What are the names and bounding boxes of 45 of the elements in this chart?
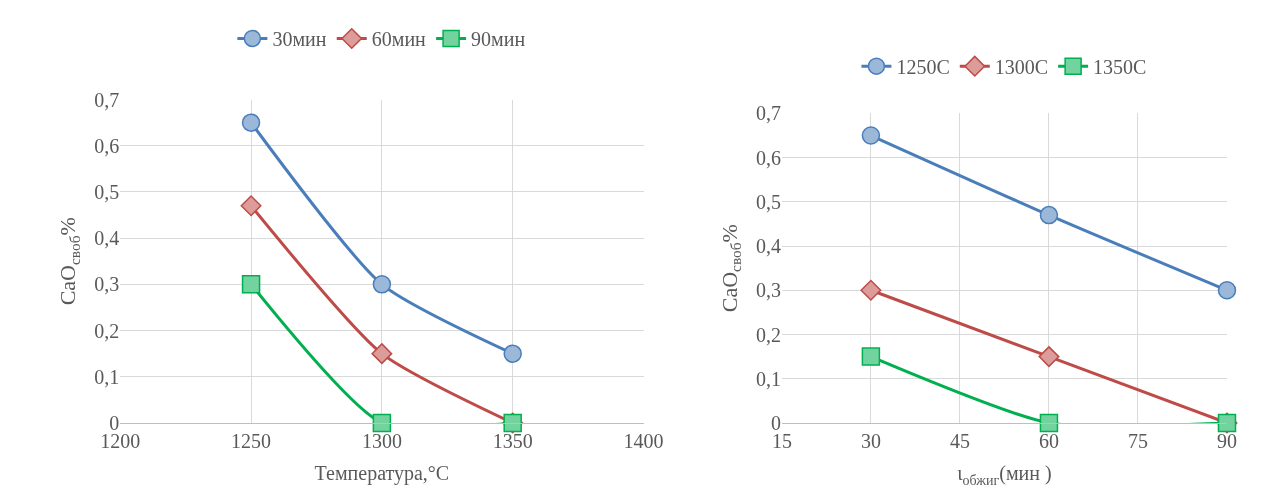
- y-tick-label: 0,2: [94, 319, 120, 342]
- x-tick-label: 60: [1038, 429, 1059, 452]
- point: [241, 113, 261, 132]
- y-tick-label: 0,3: [94, 273, 120, 296]
- point: [241, 275, 261, 294]
- legend-label: 60мин: [371, 28, 427, 51]
- y-tick-label: 0,7: [755, 102, 781, 125]
- point: [861, 126, 881, 145]
- y-tick-label: 0,5: [94, 180, 120, 203]
- point: [1039, 205, 1059, 225]
- x-tick-label: 45: [949, 429, 970, 452]
- y-tick-label: 0,7: [94, 88, 120, 111]
- point: [240, 195, 262, 217]
- point: [1217, 281, 1237, 300]
- x-tick-label: 1350: [492, 429, 533, 452]
- x-tick-label: 90: [1216, 429, 1237, 452]
- point: [861, 347, 881, 366]
- x-tick-label: 1250: [231, 429, 272, 452]
- point: [1039, 413, 1059, 433]
- point: [860, 279, 882, 301]
- y-tick-label: 0,4: [94, 227, 120, 250]
- y-tick-label: 0,5: [755, 190, 781, 213]
- y-tick-label: 0,4: [755, 235, 781, 258]
- point: [1038, 346, 1060, 368]
- y-tick-label: 0,3: [755, 279, 781, 302]
- point: [503, 344, 522, 363]
- y-tick-label: 0,1: [755, 367, 781, 390]
- x-tick-label: 1300: [361, 429, 402, 452]
- legend-label: 1350С: [1093, 55, 1147, 78]
- point: [371, 343, 393, 365]
- legend-label: 30мин: [272, 28, 327, 51]
- legend-label: 90мин: [471, 28, 526, 51]
- x-tick-label: 1400: [623, 429, 664, 452]
- x-tick-label: 30: [860, 429, 881, 452]
- y-tick-label: 0,6: [755, 146, 781, 169]
- y-tick-label: 0,1: [94, 365, 120, 388]
- x-tick-label: 75: [1127, 429, 1148, 452]
- y-tick-label: 0,6: [94, 134, 120, 157]
- legend-label: 1300С: [994, 55, 1049, 78]
- y-tick-label: 0,2: [755, 323, 781, 346]
- point: [372, 275, 392, 294]
- point: [372, 413, 392, 433]
- x-axis-title: ι$_{обжиг}$(мин ): [957, 462, 1052, 488]
- legend-label: 1250С: [896, 55, 950, 78]
- x-axis-title: Температура,°С: [314, 462, 450, 486]
